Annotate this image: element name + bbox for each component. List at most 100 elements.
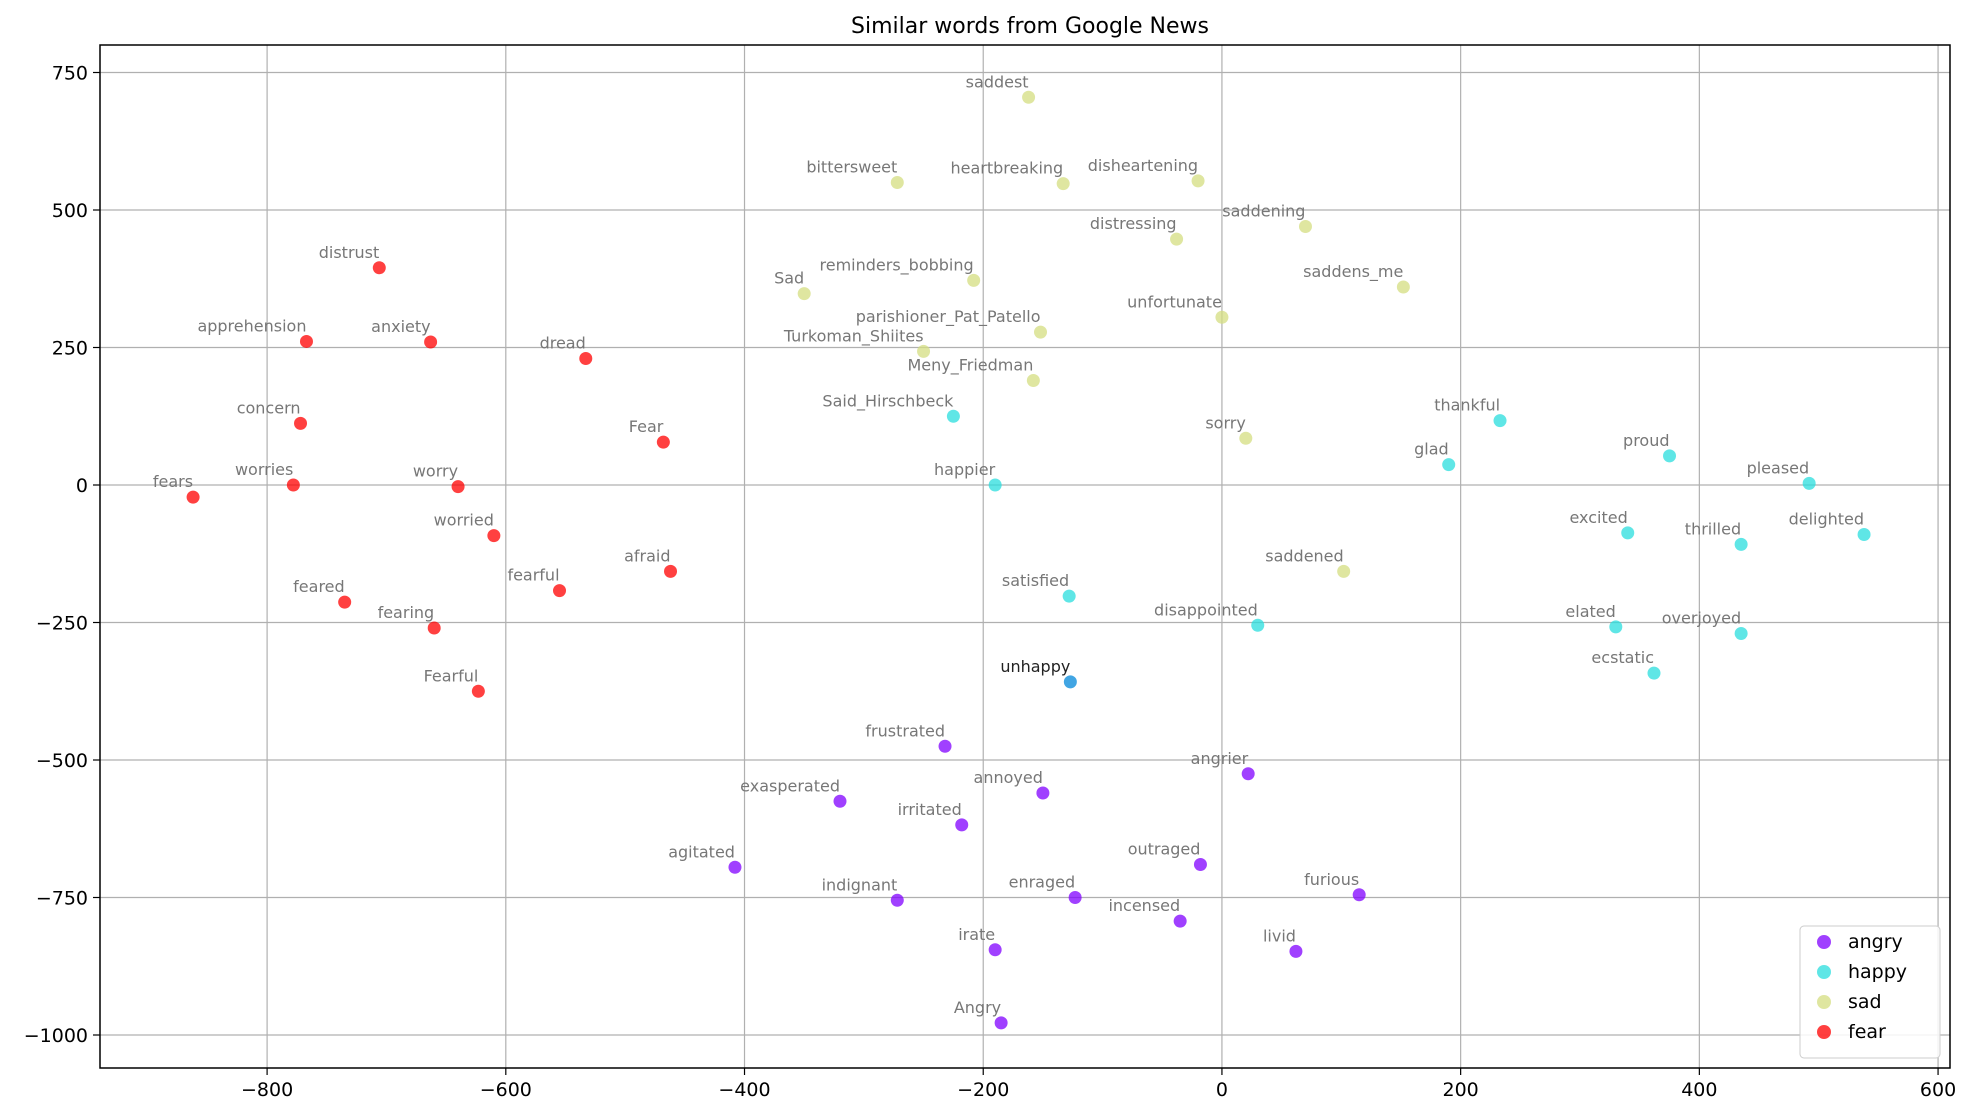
point-angry bbox=[994, 1016, 1008, 1030]
point-happy bbox=[1734, 627, 1748, 640]
point-angry bbox=[1193, 858, 1207, 871]
y-tick-label: 750 bbox=[52, 63, 88, 85]
point-label: delighted bbox=[1789, 510, 1864, 529]
point-label: worried bbox=[434, 511, 494, 530]
plot-frame bbox=[99, 44, 1951, 1069]
x-tick-label: 600 bbox=[1920, 1079, 1956, 1101]
point-fear bbox=[338, 595, 352, 609]
point-label: furious bbox=[1304, 870, 1359, 889]
point-label: Sad bbox=[774, 269, 804, 288]
x-tick-label: −400 bbox=[718, 1079, 770, 1101]
point-label: fearful bbox=[507, 566, 559, 585]
point-fear bbox=[579, 352, 593, 365]
legend-label-sad: sad bbox=[1848, 991, 1882, 1013]
point-happy bbox=[1734, 537, 1748, 551]
point-label: satisfied bbox=[1002, 571, 1069, 590]
point-label: fears bbox=[153, 472, 193, 491]
point-label: angrier bbox=[1191, 749, 1249, 768]
point-angry bbox=[833, 794, 847, 808]
y-tick-label: −500 bbox=[36, 750, 88, 772]
point-happy bbox=[1621, 526, 1635, 540]
point-label: frustrated bbox=[865, 721, 945, 740]
point-angry bbox=[728, 860, 742, 874]
y-tick-label: 0 bbox=[76, 475, 88, 497]
point-sad bbox=[1170, 232, 1184, 246]
point-happy bbox=[1251, 618, 1265, 632]
point-sad bbox=[1298, 220, 1312, 233]
axis-ticks: −800 −600 −400 −200 0 200 400 600 750 500 250 0 −250… bbox=[24, 63, 1956, 1102]
point-sad bbox=[1337, 564, 1351, 578]
legend-label-happy: happy bbox=[1848, 961, 1907, 983]
point-label: thrilled bbox=[1685, 519, 1741, 538]
point-angry bbox=[938, 739, 952, 753]
x-tick-label: −200 bbox=[957, 1079, 1009, 1101]
point-label: dread bbox=[540, 334, 586, 353]
point-sad bbox=[1056, 177, 1070, 191]
point-label: overjoyed bbox=[1662, 609, 1741, 628]
point-happy bbox=[946, 409, 960, 423]
point-label: saddest bbox=[966, 72, 1029, 91]
x-tick-label: 0 bbox=[1216, 1079, 1228, 1101]
point-angry bbox=[1036, 786, 1050, 800]
point-label: elated bbox=[1565, 602, 1615, 621]
point-angry bbox=[955, 818, 969, 832]
point-sad bbox=[917, 344, 931, 358]
point-label: annoyed bbox=[974, 768, 1043, 787]
x-tick-label: 400 bbox=[1681, 1079, 1717, 1101]
y-tick-label: 250 bbox=[52, 338, 88, 360]
point-happy bbox=[1609, 620, 1623, 634]
point-sad bbox=[1239, 431, 1253, 445]
point-label: disheartening bbox=[1088, 156, 1198, 175]
point-fear bbox=[451, 480, 465, 494]
point-label: apprehension bbox=[197, 316, 306, 335]
point-label: saddened bbox=[1265, 546, 1343, 565]
point-label: indignant bbox=[822, 875, 898, 894]
point-label: unfortunate bbox=[1127, 292, 1222, 311]
point-label: worry bbox=[413, 462, 458, 481]
point-label: ecstatic bbox=[1591, 648, 1654, 667]
point-sad bbox=[1022, 90, 1036, 104]
legend-marker-fear bbox=[1817, 1025, 1831, 1039]
legend: angry happy sad fear bbox=[1799, 925, 1941, 1059]
point-angry bbox=[1289, 944, 1303, 958]
point-label: parishioner_Pat_Patello bbox=[856, 307, 1041, 327]
point-focus bbox=[1063, 675, 1077, 689]
point-happy bbox=[1647, 666, 1661, 680]
chart-title: Similar words from Google News bbox=[851, 14, 1209, 39]
point-label: Fear bbox=[629, 417, 664, 436]
point-fear bbox=[186, 490, 200, 504]
grid-lines bbox=[100, 45, 1950, 1068]
data-points bbox=[186, 90, 1871, 1030]
legend-marker-happy bbox=[1817, 965, 1831, 979]
point-fear bbox=[294, 416, 308, 430]
point-angry bbox=[1173, 914, 1187, 928]
point-label: saddens_me bbox=[1303, 262, 1403, 282]
point-label: excited bbox=[1569, 508, 1627, 527]
point-sad bbox=[797, 287, 811, 301]
point-happy bbox=[1493, 414, 1507, 428]
point-angry bbox=[988, 943, 1002, 957]
point-sad bbox=[967, 273, 981, 287]
point-label: concern bbox=[237, 398, 301, 417]
point-label: sorry bbox=[1205, 413, 1245, 432]
point-happy bbox=[1062, 589, 1076, 603]
point-labels: frustrated exasperated irritated annoyed ang… bbox=[153, 72, 1864, 1017]
point-happy bbox=[1442, 458, 1456, 472]
point-sad bbox=[1191, 174, 1205, 188]
point-sad bbox=[1396, 280, 1410, 294]
point-sad bbox=[1215, 310, 1229, 324]
point-label: happier bbox=[934, 460, 996, 479]
legend-marker-sad bbox=[1817, 995, 1831, 1009]
legend-label-fear: fear bbox=[1848, 1021, 1886, 1043]
y-tick-label: 500 bbox=[52, 200, 88, 222]
point-label: Turkoman_Shiites bbox=[783, 326, 924, 346]
point-angry bbox=[890, 893, 904, 907]
point-label: proud bbox=[1623, 431, 1669, 450]
legend-box bbox=[1799, 925, 1941, 1059]
point-sad bbox=[890, 176, 904, 189]
point-happy bbox=[988, 478, 1002, 492]
point-label: saddening bbox=[1222, 202, 1305, 221]
point-fear bbox=[656, 435, 670, 449]
point-label: worries bbox=[235, 460, 293, 479]
